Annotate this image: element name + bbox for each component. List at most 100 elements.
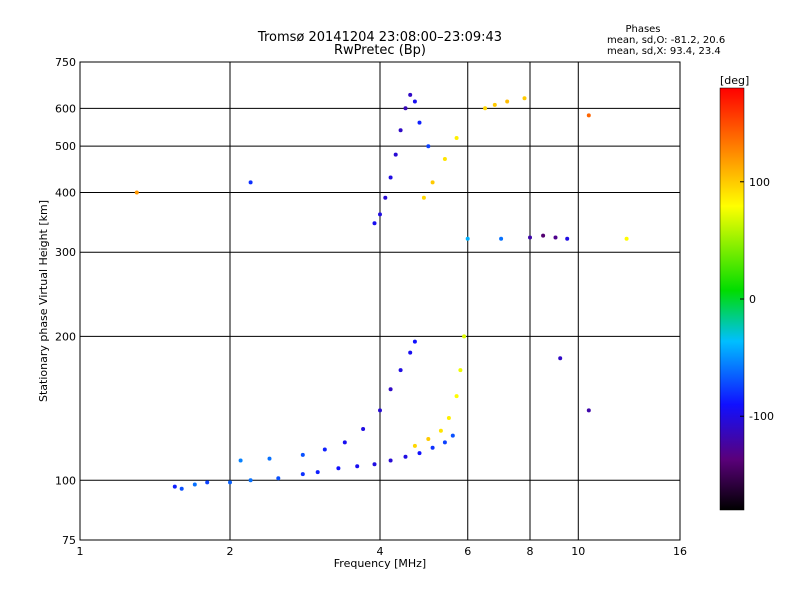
- data-point: [300, 472, 305, 477]
- data-point: [361, 427, 366, 431]
- x-axis-ticks: 1 2 4 6 8 10 16: [77, 545, 688, 558]
- data-point: [322, 447, 327, 452]
- data-point: [238, 458, 243, 463]
- data-point: [522, 96, 527, 101]
- data-point: [393, 152, 398, 157]
- x-tick-label: 2: [227, 545, 234, 558]
- series-e-region-trace-x-mode-: [412, 334, 467, 448]
- data-point: [541, 233, 546, 238]
- series-f-region-trace-o-mode-: [372, 92, 431, 226]
- data-point: [421, 195, 426, 200]
- data-point: [383, 195, 388, 200]
- data-point: [276, 476, 281, 481]
- data-point: [450, 433, 455, 438]
- phases-title: Phases: [625, 24, 660, 35]
- x-axis-label: Frequency [MHz]: [334, 557, 426, 570]
- phases-o-mode: mean, sd,O: -81.2, 20.6: [607, 35, 725, 46]
- data-point: [458, 368, 463, 373]
- data-point: [438, 428, 443, 433]
- data-point: [248, 478, 253, 483]
- y-tick-label: 500: [55, 140, 76, 153]
- data-point: [553, 235, 558, 240]
- data-point: [558, 356, 563, 361]
- data-point: [134, 190, 139, 195]
- x-tick-label: 10: [571, 545, 585, 558]
- data-point: [499, 236, 504, 241]
- data-point: [228, 480, 232, 485]
- y-tick-label: 300: [55, 246, 76, 259]
- data-point: [528, 235, 532, 240]
- data-point: [388, 175, 393, 180]
- series-e-region-upper-trace-o-mode-: [238, 339, 417, 463]
- data-point: [172, 484, 177, 489]
- series-spread-oblique-returns: [134, 113, 629, 413]
- data-point: [426, 144, 431, 149]
- data-point: [505, 99, 510, 104]
- data-point: [372, 221, 377, 226]
- data-point: [179, 486, 184, 491]
- x-tick-label: 4: [377, 545, 384, 558]
- data-point: [442, 440, 447, 445]
- y-tick-label: 75: [62, 534, 76, 547]
- data-point: [454, 394, 459, 399]
- data-point: [192, 482, 197, 487]
- data-point: [586, 113, 591, 118]
- colorbar-ticks: 100 0 -100: [740, 176, 774, 423]
- data-point: [417, 451, 422, 456]
- data-point: [336, 466, 341, 471]
- data-point: [465, 236, 470, 241]
- data-point: [342, 440, 347, 445]
- y-tick-label: 100: [55, 474, 76, 487]
- data-point: [483, 106, 488, 111]
- chart-subtitle: RwPretec (Bp): [334, 43, 426, 58]
- data-point: [408, 350, 413, 355]
- data-point: [403, 106, 408, 111]
- data-point: [205, 480, 210, 485]
- x-tick-label: 16: [673, 545, 687, 558]
- data-point: [462, 334, 467, 339]
- data-point: [624, 236, 629, 241]
- phases-x-mode: mean, sd,X: 93.4, 23.4: [607, 46, 721, 57]
- data-point: [412, 99, 417, 104]
- data-point: [388, 387, 393, 392]
- colorbar-tick-label: 0: [749, 293, 756, 306]
- data-point: [378, 212, 382, 217]
- data-point: [300, 452, 305, 457]
- data-point: [430, 180, 435, 185]
- data-point: [417, 120, 422, 125]
- data-point: [586, 408, 591, 413]
- data-point: [355, 464, 360, 469]
- plot-area: 1 2 4 6 8 10 16 75 100 200 300 400 500 600 750: [55, 56, 687, 558]
- data-point: [267, 456, 272, 461]
- data-point: [446, 416, 451, 420]
- x-tick-label: 8: [527, 545, 534, 558]
- y-tick-label: 600: [55, 102, 76, 115]
- data-point: [412, 443, 417, 448]
- data-point: [412, 339, 417, 344]
- data-point: [454, 136, 459, 140]
- x-tick-label: 1: [77, 545, 84, 558]
- y-tick-label: 750: [55, 56, 76, 69]
- data-point: [426, 437, 431, 441]
- data-point: [398, 368, 403, 373]
- data-point: [248, 180, 253, 185]
- data-point: [492, 102, 497, 107]
- colorbar-label: [deg]: [720, 74, 749, 87]
- x-tick-label: 6: [464, 545, 471, 558]
- data-point: [398, 128, 403, 133]
- data-point: [565, 236, 570, 241]
- data-point: [442, 157, 447, 161]
- colorbar-tick-label: -100: [749, 410, 774, 423]
- data-point: [388, 458, 393, 463]
- data-point: [372, 462, 377, 467]
- data-point: [408, 92, 413, 97]
- y-tick-label: 400: [55, 186, 76, 199]
- data-point: [403, 454, 408, 459]
- y-tick-label: 200: [55, 330, 76, 343]
- data-points: [134, 92, 629, 491]
- data-point: [378, 408, 382, 413]
- grid: [80, 62, 680, 540]
- chart-title: Tromsø 20141204 23:08:00–23:09:43: [257, 30, 502, 45]
- y-axis-label: Stationary phase Virtual Height [km]: [37, 200, 50, 402]
